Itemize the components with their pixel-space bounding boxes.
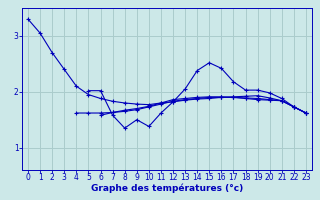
X-axis label: Graphe des températures (°c): Graphe des températures (°c) <box>91 184 243 193</box>
